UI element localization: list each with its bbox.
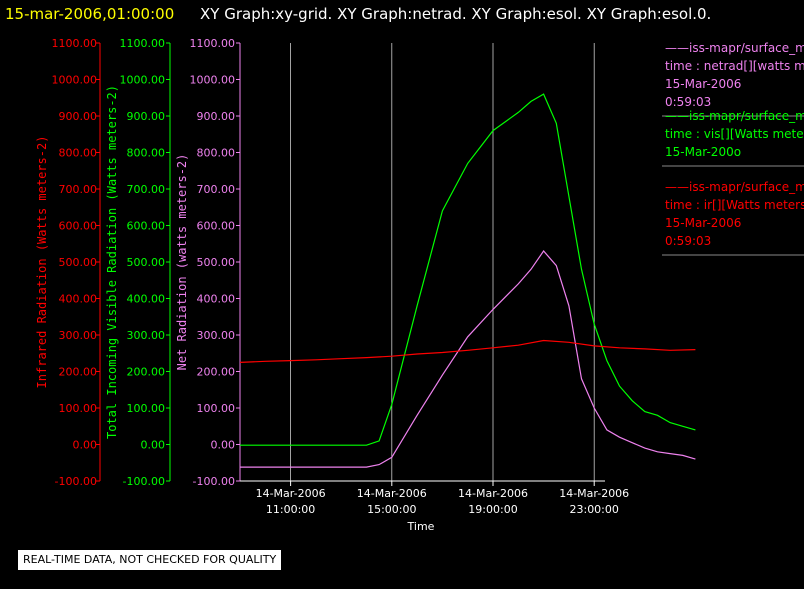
y-tick-label: 500.00 [127,256,166,269]
y-tick-label: 0.00 [73,439,98,452]
y-tick-label: 400.00 [197,293,236,306]
x-tick-label-date: 14-Mar-2006 [458,487,528,500]
x-tick-label-date: 14-Mar-2006 [559,487,629,500]
y-tick-label: -100.00 [55,475,97,488]
x-tick-label-time: 11:00:00 [266,503,315,516]
y-tick-label: 400.00 [127,293,166,306]
y-tick-label: 0.00 [141,439,166,452]
y-axis-title: Net Radiation (watts meters-2) [175,154,189,371]
y-tick-label: 700.00 [127,183,166,196]
x-axis: 14-Mar-2006 11:00:00 14-Mar-2006 15:00:00 14… [240,480,629,533]
y-tick-label: 100.00 [197,402,236,415]
legend-line: time : netrad[][watts m [665,59,804,73]
legend-line: 15-Mar-2006 [665,216,741,230]
y-tick-label: 900.00 [127,110,166,123]
header-date: 15-mar-2006,01:00:00 [5,5,174,23]
y-tick-label: 500.00 [59,256,98,269]
y-tick-label: 200.00 [127,366,166,379]
legend-line: 15-Mar-2006 [665,77,741,91]
y-tick-label: 1100.00 [52,37,98,50]
y-axis-1: 1100.00 1000.00 900.00 800.00 700.00 600.00 50… [105,37,171,488]
series-lines [239,93,696,468]
x-tick-label-time: 19:00:00 [468,503,517,516]
quality-notice: REAL-TIME DATA, NOT CHECKED FOR QUALITY [18,550,282,570]
x-grid [290,43,595,481]
legend-line: ——iss-mapr/surface_m [665,41,804,55]
y-tick-label: 800.00 [197,147,236,160]
y-tick-label: 400.00 [59,293,98,306]
x-tick-label-date: 14-Mar-2006 [256,487,326,500]
y-tick-label: 500.00 [197,256,236,269]
y-tick-label: 1100.00 [190,37,236,50]
x-tick-label-time: 15:00:00 [367,503,416,516]
y-tick-label: -100.00 [123,475,165,488]
y-tick-label: 300.00 [197,329,236,342]
y-tick-label: 1100.00 [120,37,166,50]
legend-line: 0:59:03 [665,95,711,109]
x-tick-label-date: 14-Mar-2006 [357,487,427,500]
series-line-0 [240,250,696,468]
y-tick-label: 100.00 [59,402,98,415]
y-tick-label: 300.00 [59,329,98,342]
y-tick-label: 1000.00 [52,74,98,87]
y-tick-label: 200.00 [59,366,98,379]
y-tick-label: 600.00 [197,220,236,233]
y-tick-label: 800.00 [59,147,98,160]
y-tick-label: 700.00 [59,183,98,196]
legend-line: 0:59:03 [665,234,711,248]
y-axis-0: 1100.00 1000.00 900.00 800.00 700.00 600.00 50… [35,37,101,488]
y-axis-title: Total Incoming Visible Radiation (Watts … [105,85,119,439]
y-tick-label: 900.00 [59,110,98,123]
y-tick-label: 200.00 [197,366,236,379]
legend-line: 15-Mar-200o [665,145,741,159]
y-axis-2: 1100.00 1000.00 900.00 800.00 700.00 600.00 50… [175,37,241,488]
y-tick-label: 100.00 [127,402,166,415]
header-graph-titles: XY Graph:xy-grid. XY Graph:netrad. XY Gr… [200,5,711,23]
x-tick-label-time: 23:00:00 [569,503,618,516]
y-tick-label: 900.00 [197,110,236,123]
y-axis-title: Infrared Radiation (Watts meters-2) [35,136,49,389]
y-tick-label: 600.00 [127,220,166,233]
series-line-2 [239,339,696,363]
y-tick-label: 1000.00 [190,74,236,87]
y-tick-label: -100.00 [193,475,235,488]
series-line-1 [240,93,696,446]
y-tick-label: 700.00 [197,183,236,196]
x-axis-title: Time [407,520,435,533]
y-tick-label: 300.00 [127,329,166,342]
legend-line: ——iss-mapr/surface_m [665,109,804,123]
y-tick-label: 0.00 [211,439,236,452]
y-axes: 1100.00 1000.00 900.00 800.00 700.00 600.00 50… [35,37,241,488]
y-tick-label: 1000.00 [120,74,166,87]
legend-line: ——iss-mapr/surface_m [665,180,804,194]
legend-line: time : ir[][Watts meters [665,198,804,212]
y-tick-label: 600.00 [59,220,98,233]
y-tick-label: 800.00 [127,147,166,160]
legend-line: time : vis[][Watts meter [665,127,804,141]
